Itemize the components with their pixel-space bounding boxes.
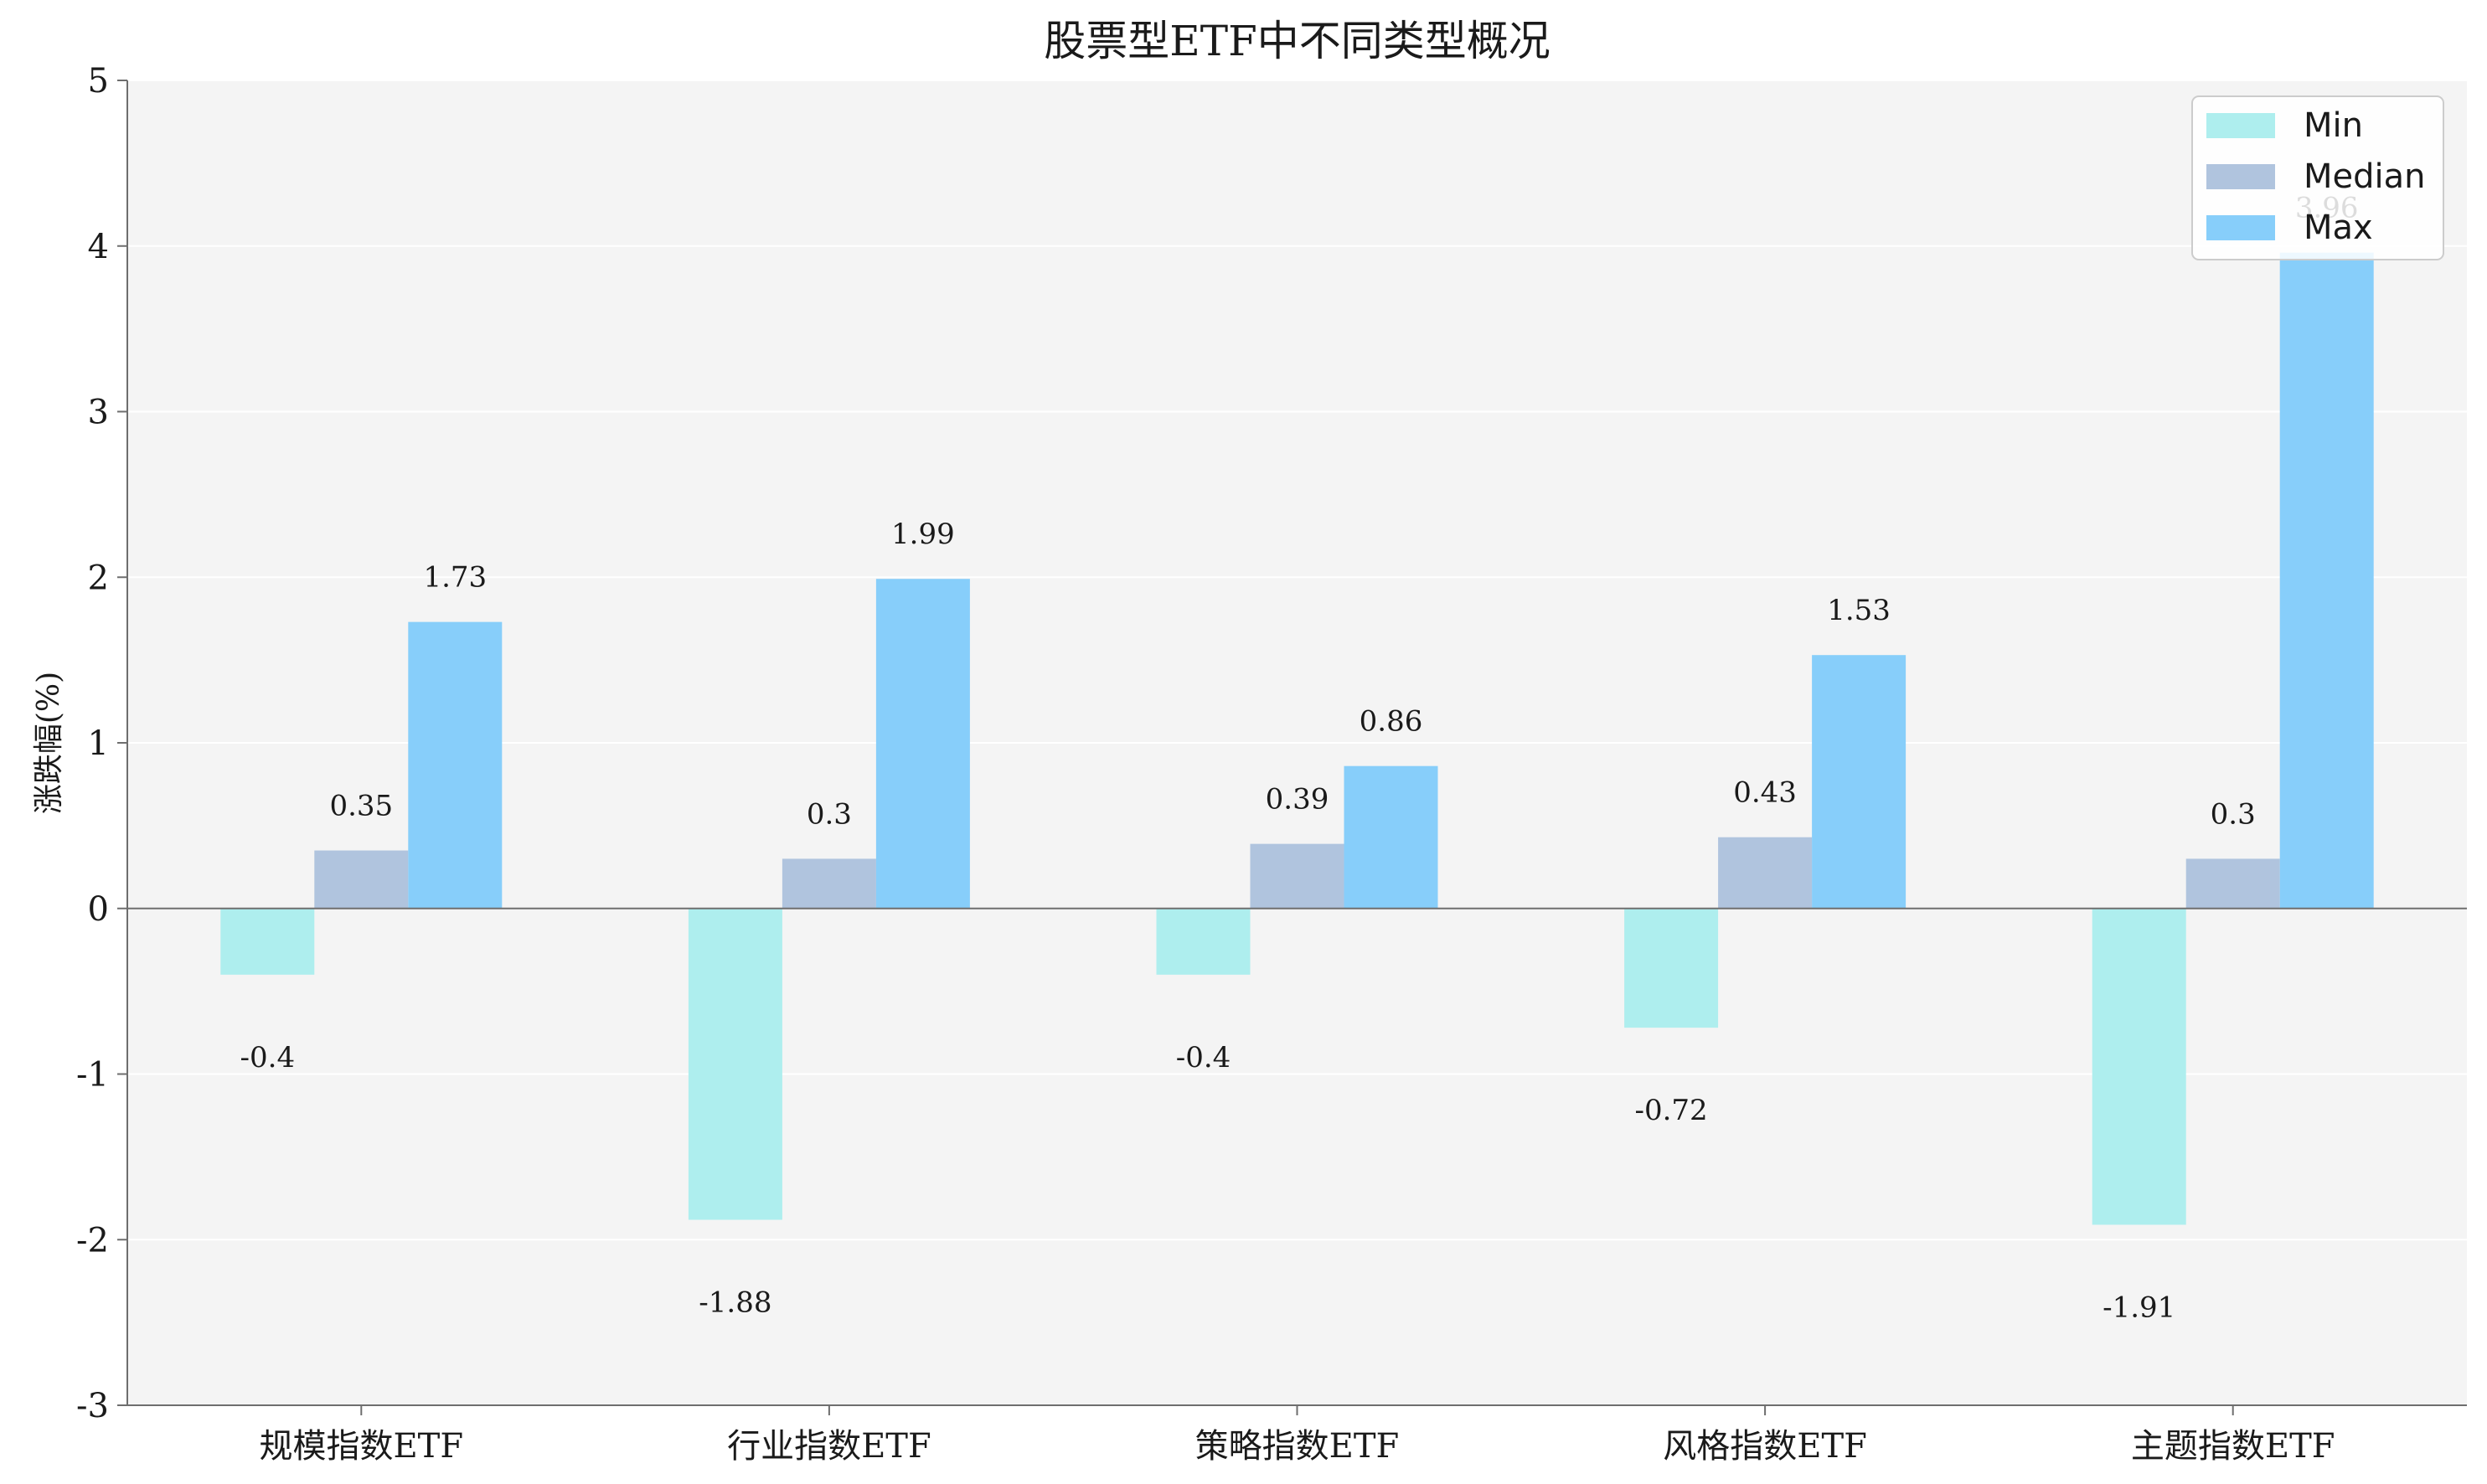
legend[interactable]: Min Median Max — [2191, 95, 2444, 260]
data-label-median: 0.35 — [329, 790, 393, 823]
bar-median — [782, 858, 876, 909]
x-tick-label: 规模指数ETF — [259, 1427, 463, 1466]
legend-swatch-max — [2206, 215, 2275, 240]
data-label-max: 1.99 — [891, 518, 955, 551]
y-tick-label: 3 — [88, 394, 109, 432]
data-label-max: 0.86 — [1360, 705, 1423, 739]
bar-median — [1250, 843, 1344, 909]
chart-title: 股票型ETF中不同类型概况 — [1044, 17, 1551, 65]
y-axis-label: 涨跌幅(%) — [32, 672, 66, 814]
bar-max — [875, 579, 970, 909]
x-tick-label: 风格指数ETF — [1663, 1427, 1867, 1466]
x-tick-label: 主题指数ETF — [2131, 1427, 2335, 1466]
data-label-min: -0.4 — [1176, 1041, 1231, 1074]
legend-swatch-min — [2206, 113, 2275, 138]
bars — [220, 252, 2374, 1225]
bar-median — [2185, 858, 2280, 909]
data-label-median: 0.3 — [807, 797, 852, 831]
data-label-max: 1.53 — [1827, 594, 1891, 627]
bar-min — [688, 908, 782, 1220]
data-label-min: -0.4 — [240, 1041, 296, 1074]
y-tick-label: -2 — [76, 1221, 109, 1260]
y-tick-label: 0 — [88, 890, 109, 929]
data-label-min: -1.88 — [699, 1286, 771, 1320]
bar-min — [1156, 908, 1251, 975]
bar-max — [1344, 765, 1438, 909]
y-tick-label: 1 — [88, 724, 109, 763]
bar-min — [2092, 908, 2186, 1225]
data-labels: -0.4 -1.88 -0.4 -0.72 -1.91 0.35 0.3 0.39 0.43 0.… — [240, 192, 2359, 1325]
x-tick-label: 策略指数ETF — [1195, 1427, 1400, 1466]
bar-min — [1624, 908, 1719, 1028]
data-label-median: 0.3 — [2211, 797, 2256, 831]
data-label-median: 0.39 — [1266, 783, 1329, 817]
legend-label-median: Median — [2304, 157, 2426, 196]
bar-max — [2279, 252, 2374, 909]
legend-label-max: Max — [2304, 209, 2373, 247]
y-tick-label: 2 — [88, 559, 109, 597]
bar-median — [314, 850, 409, 909]
y-tick-label: 5 — [88, 62, 109, 100]
y-tick-label: -1 — [76, 1056, 109, 1095]
data-label-max: 1.73 — [423, 561, 487, 595]
bar-max — [408, 621, 503, 909]
legend-label-min: Min — [2304, 106, 2363, 145]
axes: 5 4 3 2 1 0 -1 -2 -3 规模指数ETF 行业指数ETF 策略指数ETF 风格指数ETF… — [76, 62, 2467, 1466]
data-label-median: 0.43 — [1733, 776, 1797, 810]
x-tick-label: 行业指数ETF — [727, 1427, 931, 1466]
y-tick-label: -3 — [76, 1387, 109, 1425]
bar-min — [220, 908, 315, 975]
y-tick-label: 4 — [88, 228, 109, 266]
bar-median — [1718, 837, 1813, 909]
bar-max — [1812, 655, 1907, 909]
data-label-min: -0.72 — [1634, 1094, 1707, 1127]
data-label-min: -1.91 — [2103, 1291, 2175, 1324]
legend-swatch-median — [2206, 164, 2275, 189]
